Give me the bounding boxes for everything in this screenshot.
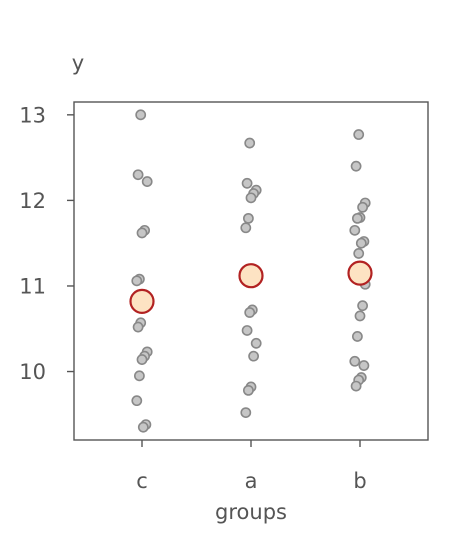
data-point-a (248, 350, 259, 362)
data-point-c (136, 354, 148, 365)
data-point-b (353, 248, 365, 259)
data-point-a (241, 325, 253, 336)
data-point-a (244, 307, 256, 318)
data-point-c (135, 109, 147, 121)
data-point-b (357, 201, 368, 213)
data-point-a (242, 212, 254, 224)
y-tick-label-10: 10 (19, 360, 46, 384)
y-axis-label: y (72, 51, 84, 75)
x-axis-label: groups (215, 500, 287, 524)
mean-marker-a (238, 263, 264, 289)
data-point-b (351, 331, 363, 342)
data-point-b (355, 237, 367, 249)
y-tick-label-13: 13 (19, 103, 46, 127)
data-point-c (131, 395, 143, 407)
data-point-c (136, 227, 148, 239)
data-point-a (240, 222, 252, 234)
data-point-c (137, 421, 149, 433)
data-point-a (241, 177, 253, 189)
data-point-b (351, 212, 363, 224)
data-point-b (350, 160, 362, 172)
data-point-a (240, 407, 252, 419)
data-point-b (350, 380, 362, 392)
mean-marker-b (347, 260, 373, 286)
data-point-a (244, 137, 256, 149)
group-means (129, 260, 373, 314)
data-point-c (132, 321, 144, 333)
data-point-b (349, 355, 361, 367)
data-point-b (357, 300, 368, 312)
data-point-b (349, 224, 361, 236)
data-point-a (242, 384, 254, 396)
data-point-c (131, 275, 143, 287)
x-tick-label-a: a (245, 469, 258, 493)
y-axis: 10 11 12 13 (19, 103, 74, 384)
data-point-a (245, 192, 257, 204)
data-point-b (358, 360, 370, 371)
data-point-c (141, 176, 153, 187)
y-tick-label-11: 11 (19, 274, 46, 298)
data-point-b (354, 310, 366, 322)
y-tick-label-12: 12 (19, 189, 46, 213)
data-point-b (353, 129, 365, 140)
data-point-c (132, 169, 144, 181)
x-tick-label-c: c (136, 469, 148, 493)
mean-marker-c (129, 288, 155, 314)
data-point-c (133, 370, 145, 382)
x-tick-label-b: b (353, 469, 366, 493)
data-point-a (250, 337, 262, 349)
